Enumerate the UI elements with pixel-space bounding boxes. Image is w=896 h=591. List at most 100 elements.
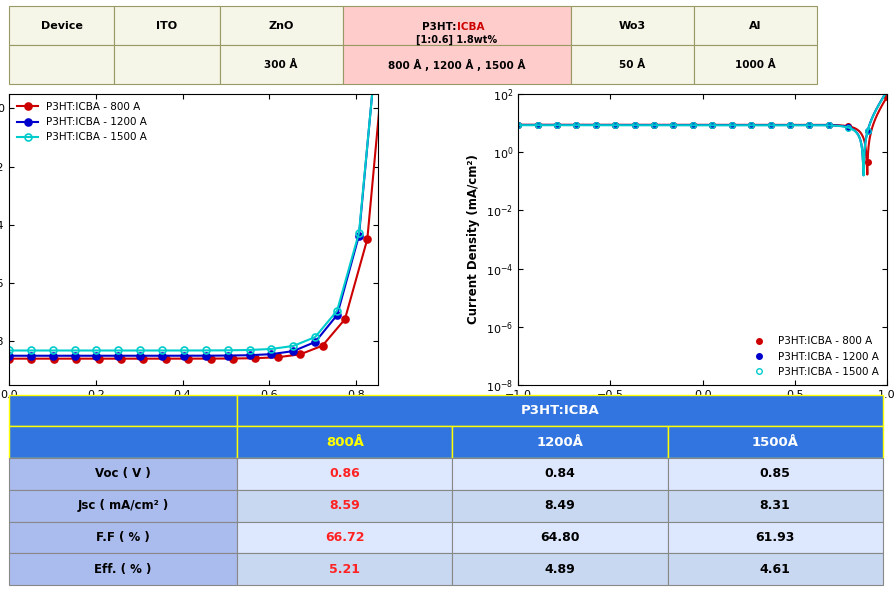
- Bar: [115, 6, 220, 45]
- Bar: [452, 426, 668, 458]
- Text: 1200Å: 1200Å: [537, 436, 583, 449]
- Text: 5.21: 5.21: [330, 563, 360, 576]
- Bar: [237, 522, 452, 553]
- Bar: [668, 458, 883, 490]
- P3HT:ICBA - 800 A: [590, 121, 601, 128]
- Bar: [668, 490, 883, 522]
- Bar: [342, 6, 571, 45]
- Bar: [9, 458, 237, 490]
- Bar: [452, 522, 668, 553]
- P3HT:ICBA - 1200 A: [222, 352, 233, 359]
- P3HT:ICBA - 1200 A: [862, 128, 873, 135]
- P3HT:ICBA - 1200 A: [69, 352, 80, 359]
- P3HT:ICBA - 800 A: [513, 121, 523, 128]
- P3HT:ICBA - 800 A: [629, 121, 640, 128]
- P3HT:ICBA - 1500 A: [513, 122, 523, 129]
- Text: Wo3: Wo3: [619, 21, 646, 31]
- P3HT:ICBA - 800 A: [707, 121, 718, 128]
- P3HT:ICBA - 800 A: [804, 121, 814, 128]
- Line: P3HT:ICBA - 1200 A: P3HT:ICBA - 1200 A: [515, 88, 890, 134]
- Text: 300 Å: 300 Å: [264, 60, 297, 70]
- P3HT:ICBA - 1500 A: [310, 333, 321, 340]
- P3HT:ICBA - 1500 A: [862, 128, 873, 135]
- Line: P3HT:ICBA - 1200 A: P3HT:ICBA - 1200 A: [5, 0, 384, 359]
- Text: Voc ( V ): Voc ( V ): [95, 467, 151, 480]
- P3HT:ICBA - 800 A: [116, 355, 126, 362]
- Bar: [668, 522, 883, 553]
- Bar: [571, 6, 694, 45]
- Text: 50 Å: 50 Å: [619, 60, 645, 70]
- P3HT:ICBA - 1500 A: [843, 124, 854, 131]
- Line: P3HT:ICBA - 1500 A: P3HT:ICBA - 1500 A: [515, 89, 890, 134]
- P3HT:ICBA - 800 A: [4, 355, 14, 362]
- Text: Eff. ( % ): Eff. ( % ): [94, 563, 151, 576]
- Text: 8.31: 8.31: [760, 499, 790, 512]
- P3HT:ICBA - 800 A: [727, 121, 737, 128]
- P3HT:ICBA - 1500 A: [4, 347, 14, 354]
- Bar: [452, 553, 668, 585]
- P3HT:ICBA - 1200 A: [843, 124, 854, 131]
- P3HT:ICBA - 1200 A: [513, 121, 523, 128]
- P3HT:ICBA - 1200 A: [727, 121, 737, 128]
- Bar: [694, 45, 817, 85]
- Bar: [9, 553, 237, 585]
- Line: P3HT:ICBA - 800 A: P3HT:ICBA - 800 A: [5, 0, 393, 362]
- P3HT:ICBA - 1200 A: [113, 352, 124, 359]
- P3HT:ICBA - 800 A: [610, 121, 621, 128]
- P3HT:ICBA - 1500 A: [134, 347, 145, 354]
- P3HT:ICBA - 1200 A: [375, 0, 386, 4]
- Line: P3HT:ICBA - 1500 A: P3HT:ICBA - 1500 A: [5, 0, 384, 354]
- P3HT:ICBA - 800 A: [862, 158, 873, 165]
- P3HT:ICBA - 1200 A: [649, 121, 659, 128]
- P3HT:ICBA - 800 A: [882, 93, 892, 100]
- Bar: [115, 45, 220, 85]
- P3HT:ICBA - 1200 A: [823, 122, 834, 129]
- P3HT:ICBA - 1200 A: [571, 121, 582, 128]
- Legend: P3HT:ICBA - 800 A, P3HT:ICBA - 1200 A, P3HT:ICBA - 1500 A: P3HT:ICBA - 800 A, P3HT:ICBA - 1200 A, P…: [14, 99, 151, 145]
- P3HT:ICBA - 800 A: [745, 121, 756, 128]
- P3HT:ICBA - 1500 A: [668, 122, 679, 129]
- P3HT:ICBA - 1500 A: [571, 122, 582, 129]
- Text: Al: Al: [749, 21, 762, 31]
- P3HT:ICBA - 1200 A: [201, 352, 211, 359]
- P3HT:ICBA - 800 A: [823, 121, 834, 128]
- Text: 0.85: 0.85: [760, 467, 790, 480]
- P3HT:ICBA - 800 A: [295, 351, 306, 358]
- Bar: [694, 6, 817, 45]
- Text: 64.80: 64.80: [540, 531, 580, 544]
- P3HT:ICBA - 1500 A: [157, 347, 168, 354]
- P3HT:ICBA - 800 A: [687, 121, 698, 128]
- P3HT:ICBA - 1200 A: [552, 121, 563, 128]
- P3HT:ICBA - 1500 A: [629, 122, 640, 129]
- P3HT:ICBA - 1500 A: [727, 122, 737, 129]
- P3HT:ICBA - 800 A: [765, 121, 776, 128]
- P3HT:ICBA - 1500 A: [649, 122, 659, 129]
- P3HT:ICBA - 1200 A: [91, 352, 102, 359]
- Bar: [9, 522, 237, 553]
- P3HT:ICBA - 800 A: [183, 355, 194, 362]
- Text: F.F ( % ): F.F ( % ): [96, 531, 150, 544]
- P3HT:ICBA - 1500 A: [375, 0, 386, 7]
- Text: 0.84: 0.84: [545, 467, 575, 480]
- Bar: [237, 490, 452, 522]
- P3HT:ICBA - 1200 A: [668, 121, 679, 128]
- Bar: [237, 426, 452, 458]
- Bar: [237, 395, 883, 426]
- P3HT:ICBA - 800 A: [26, 355, 37, 362]
- P3HT:ICBA - 1500 A: [25, 347, 36, 354]
- P3HT:ICBA - 1200 A: [4, 352, 14, 359]
- Bar: [668, 553, 883, 585]
- P3HT:ICBA - 800 A: [649, 121, 659, 128]
- P3HT:ICBA - 1200 A: [532, 121, 543, 128]
- P3HT:ICBA - 1500 A: [354, 229, 365, 236]
- P3HT:ICBA - 1500 A: [288, 342, 298, 349]
- P3HT:ICBA - 1500 A: [590, 122, 601, 129]
- P3HT:ICBA - 1500 A: [882, 87, 892, 95]
- Bar: [571, 45, 694, 85]
- P3HT:ICBA - 1500 A: [47, 347, 58, 354]
- P3HT:ICBA - 800 A: [552, 121, 563, 128]
- Bar: [9, 395, 237, 426]
- P3HT:ICBA - 1200 A: [687, 121, 698, 128]
- P3HT:ICBA - 800 A: [250, 355, 261, 362]
- P3HT:ICBA - 1500 A: [532, 122, 543, 129]
